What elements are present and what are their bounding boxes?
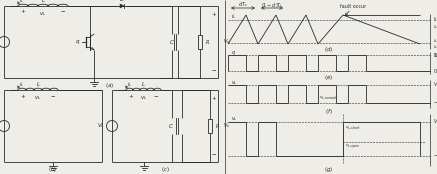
Text: $(c)$: $(c)$ [160, 165, 170, 174]
Text: fault occur: fault occur [340, 3, 366, 9]
Text: $V_o$: $V_o$ [223, 38, 230, 46]
Polygon shape [120, 4, 124, 8]
Text: $L$: $L$ [36, 80, 40, 88]
Text: $V_s$: $V_s$ [433, 118, 437, 126]
Text: $q$: $q$ [75, 38, 81, 46]
Text: $I_L$: $I_L$ [433, 15, 437, 25]
Text: $+$: $+$ [20, 92, 26, 100]
Bar [198, 35, 202, 49]
Text: $-$: $-$ [60, 9, 66, 14]
Text: $i_L$: $i_L$ [19, 81, 24, 89]
Text: $-$: $-$ [211, 68, 217, 73]
Text: $0$: $0$ [433, 67, 437, 75]
Text: $i_{L,short}$: $i_{L,short}$ [433, 23, 437, 31]
Text: $V_s$: $V_s$ [433, 81, 437, 89]
Text: $(b)$: $(b)$ [49, 165, 58, 174]
Text: $C$: $C$ [169, 38, 175, 46]
Text: $-$: $-$ [211, 152, 217, 156]
Text: $(a)$: $(a)$ [105, 81, 114, 90]
Text: $(f)$: $(f)$ [325, 108, 333, 117]
Text: $-$: $-$ [153, 93, 159, 98]
Text: $L$: $L$ [41, 0, 45, 4]
Text: $L$: $L$ [141, 80, 146, 88]
Text: $R$: $R$ [205, 38, 210, 46]
Text: $+$: $+$ [211, 94, 217, 102]
Text: $v_L$: $v_L$ [140, 94, 148, 102]
Text: $(g)$: $(g)$ [324, 164, 333, 173]
Text: $v_{L,normal}$: $v_{L,normal}$ [319, 94, 337, 102]
Text: $i_L$: $i_L$ [231, 13, 236, 21]
Text: $-(V_o{-}V_s)$: $-(V_o{-}V_s)$ [433, 99, 437, 107]
Text: $0$: $0$ [433, 51, 437, 59]
Text: $v_{L,short}$: $v_{L,short}$ [345, 124, 361, 132]
Text: $-(V_o{-}V_s)$: $-(V_o{-}V_s)$ [433, 152, 437, 160]
Text: $1$: $1$ [433, 51, 437, 59]
Text: $-$: $-$ [50, 93, 56, 98]
Text: $V_o$: $V_o$ [223, 122, 230, 130]
Text: $v_L$: $v_L$ [231, 79, 238, 87]
Text: $i_L$: $i_L$ [127, 81, 132, 89]
Text: $D$: $D$ [119, 0, 125, 3]
Text: $i_{L,normal}$: $i_{L,normal}$ [433, 37, 437, 45]
Text: $(e)$: $(e)$ [324, 73, 333, 82]
Text: $(1-d)T_s$: $(1-d)T_s$ [261, 1, 283, 10]
Text: $i_{L,open}$: $i_{L,open}$ [433, 44, 437, 52]
Text: $v_L$: $v_L$ [39, 10, 47, 18]
Text: $(d)$: $(d)$ [324, 45, 333, 54]
Text: $+$: $+$ [20, 7, 26, 15]
Text: $q$: $q$ [231, 49, 236, 57]
Text: $v_{L,open}$: $v_{L,open}$ [345, 143, 361, 151]
Bar [208, 119, 212, 133]
Text: $R$: $R$ [215, 122, 220, 130]
Text: $v_L$: $v_L$ [35, 94, 42, 102]
Text: $dT_s$: $dT_s$ [238, 1, 248, 9]
Text: $+$: $+$ [211, 10, 217, 18]
Text: $+$: $+$ [128, 92, 134, 100]
Text: $C$: $C$ [168, 122, 174, 130]
Text: $i_L$: $i_L$ [19, 0, 24, 5]
Text: $V_s$: $V_s$ [97, 122, 105, 130]
Text: $v_L$: $v_L$ [231, 115, 238, 123]
